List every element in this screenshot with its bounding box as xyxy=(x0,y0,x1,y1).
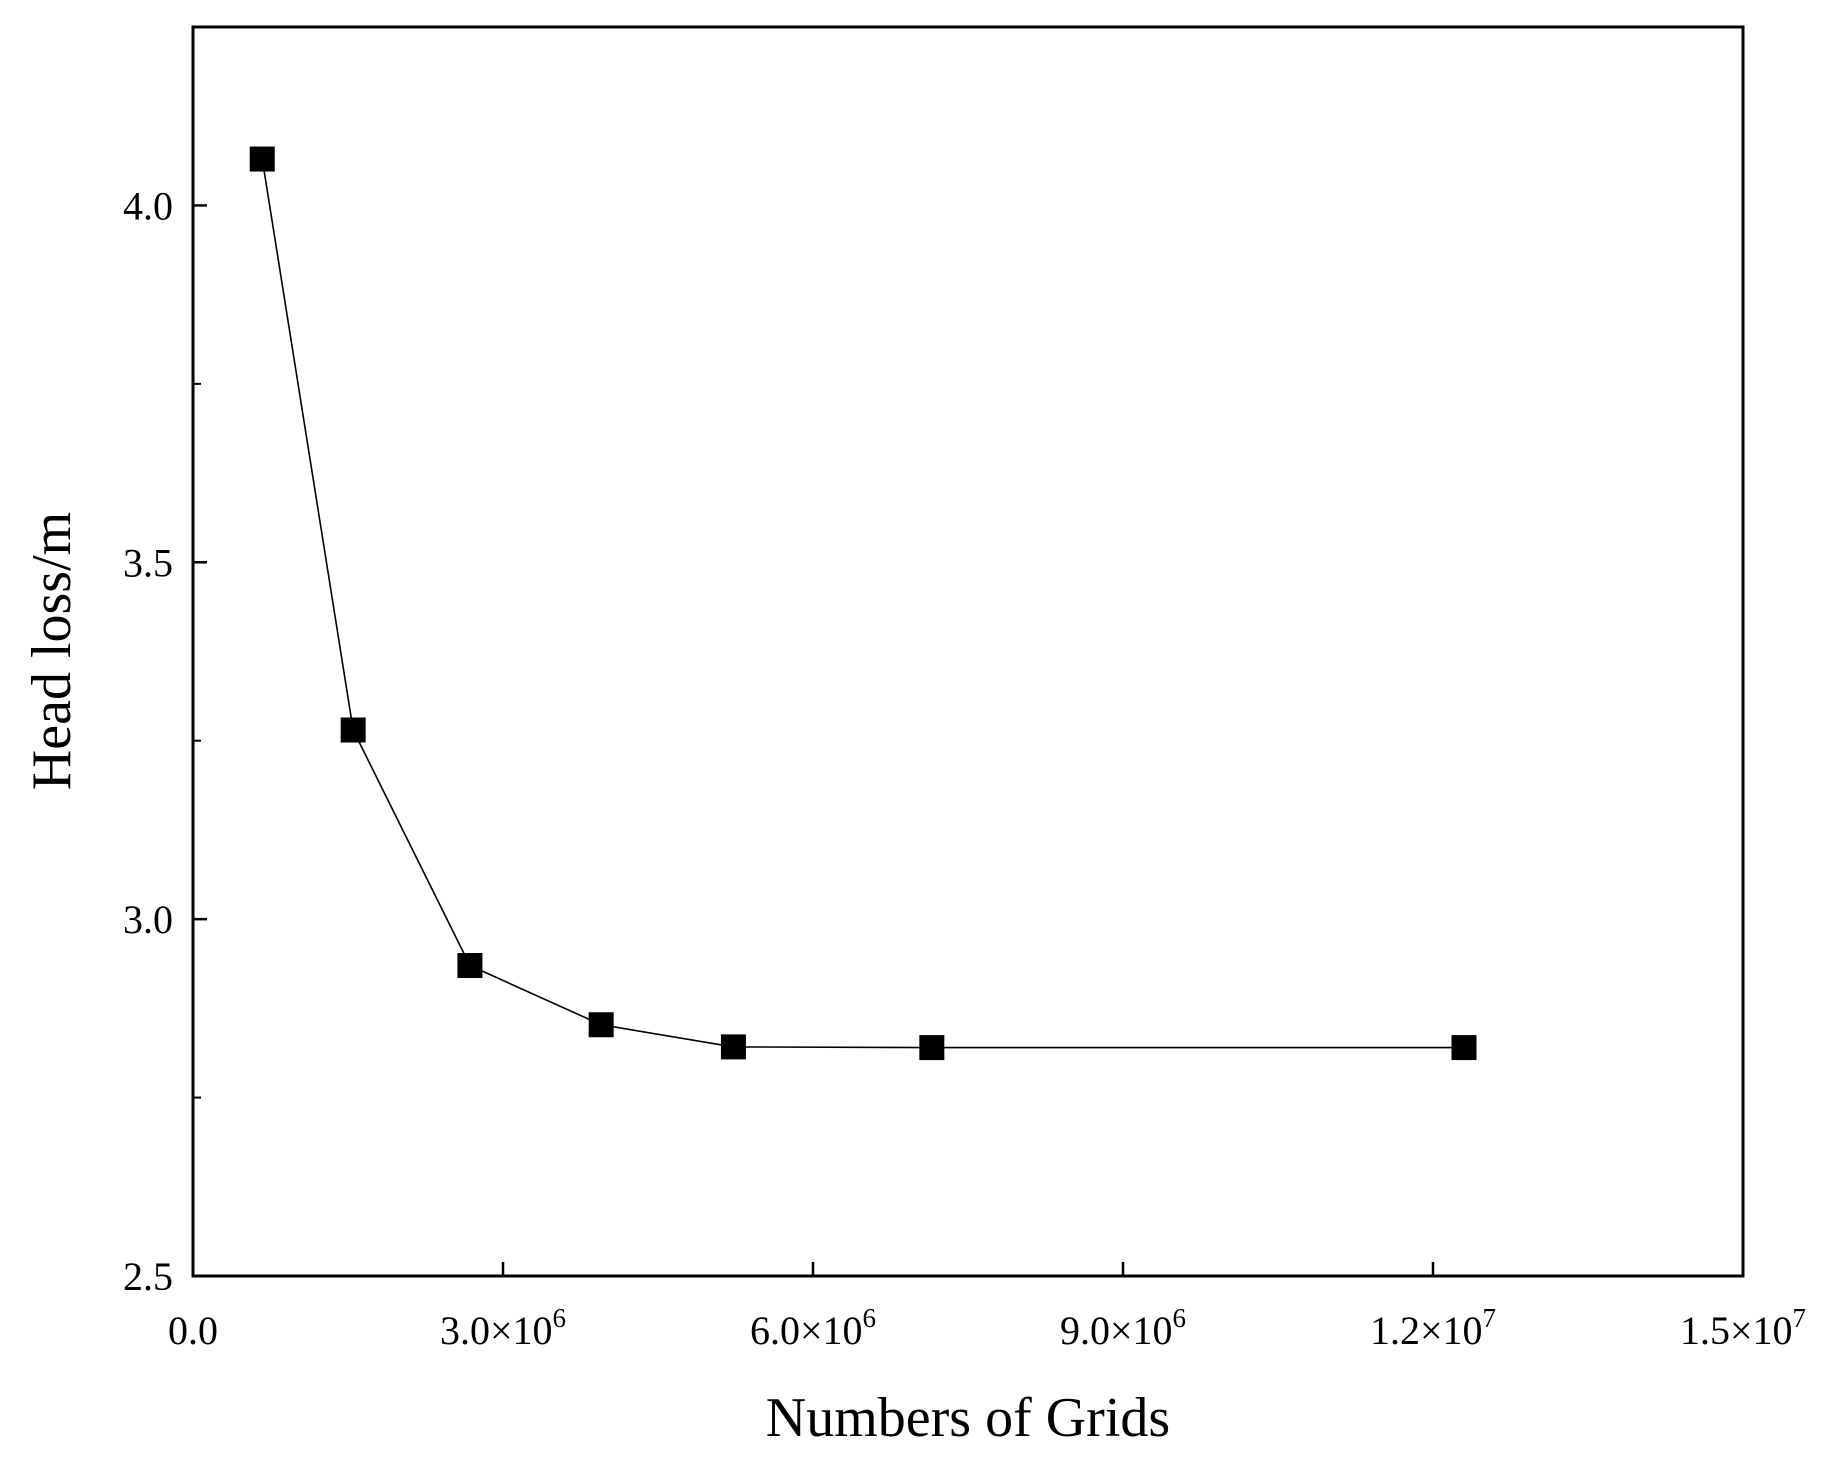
data-point-marker xyxy=(340,717,366,743)
x-axis-title: Numbers of Grids xyxy=(766,1387,1170,1449)
data-point-marker xyxy=(457,953,483,979)
y-tick-label: 3.0 xyxy=(123,897,173,942)
x-tick-label: 1.5×107 xyxy=(1680,1303,1806,1353)
series-line xyxy=(261,158,1464,1049)
ticks-layer: 0.0 3.0×106 6.0×106 9.0×106 1.2×107 1.5×107 2.… xyxy=(123,183,1806,1353)
y-tick-label: 4.0 xyxy=(123,183,173,228)
series-layer xyxy=(249,146,1477,1061)
x-tick-label: 3.0×106 xyxy=(440,1303,566,1353)
data-point-marker xyxy=(720,1034,746,1060)
x-tick-label: 9.0×106 xyxy=(1060,1303,1186,1353)
y-tick-label: 3.5 xyxy=(123,540,173,585)
x-tick-label: 1.2×107 xyxy=(1370,1303,1496,1353)
y-tick-label: 2.5 xyxy=(123,1254,173,1299)
x-tick-label: 6.0×106 xyxy=(750,1303,876,1353)
data-point-marker xyxy=(588,1012,614,1038)
data-point-marker xyxy=(249,146,275,172)
x-tick-label: 0.0 xyxy=(168,1308,218,1353)
data-point-marker xyxy=(1451,1035,1477,1061)
y-axis-title: Head loss/m xyxy=(21,512,83,790)
plot-frame xyxy=(191,25,1745,1278)
data-point-marker xyxy=(919,1035,945,1061)
